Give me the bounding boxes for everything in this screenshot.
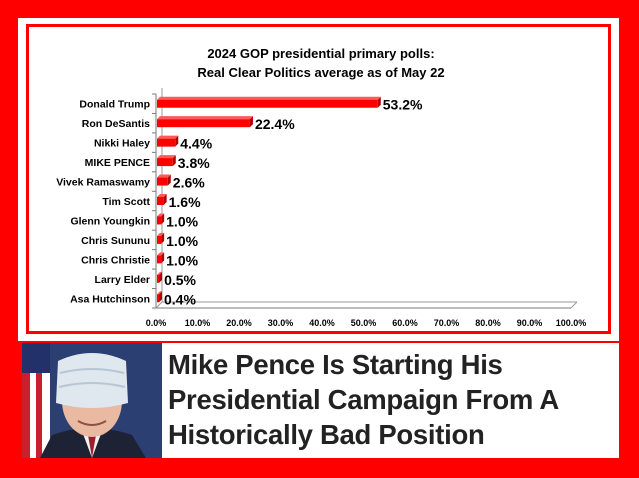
- x-tick-label: 0.0%: [146, 318, 167, 328]
- article-headline[interactable]: Mike Pence Is Starting His Presidential …: [168, 349, 558, 450]
- bar: [157, 158, 173, 167]
- x-tick-label: 40.0%: [309, 318, 335, 328]
- bar: [157, 119, 250, 128]
- value-label: 0.5%: [164, 272, 196, 288]
- bar-side: [175, 135, 179, 147]
- bar-top: [157, 213, 165, 217]
- bar: [157, 177, 168, 186]
- value-label: 22.4%: [255, 116, 295, 132]
- bar-side: [249, 116, 253, 128]
- category-labels: Donald Trump Ron DeSantis Nikki Haley MIKE …: [56, 99, 150, 306]
- x-tick-label: 10.0%: [185, 318, 211, 328]
- value-label: 4.4%: [180, 136, 212, 152]
- chart-svg: 2024 GOP presidential primary polls: Rea…: [56, 46, 587, 328]
- bar-top: [157, 271, 163, 275]
- x-tick-labels: 0.0% 10.0% 20.0% 30.0% 40.0% 50.0% 60.0% 70.0% 8…: [146, 318, 587, 328]
- bar: [157, 274, 160, 283]
- category-label: Glenn Youngkin: [70, 215, 150, 227]
- category-label: Nikki Haley: [94, 138, 150, 150]
- category-label: Vivek Ramaswamy: [56, 177, 150, 189]
- x-tick-label: 90.0%: [517, 318, 543, 328]
- value-labels: 53.2% 22.4% 4.4% 3.8% 2.6% 1.6% 1.0% 1.0% 1.0% 0.…: [164, 97, 423, 308]
- category-label: Chris Sununu: [81, 235, 150, 247]
- category-label: Asa Hutchinson: [70, 293, 150, 305]
- bar-side: [161, 213, 165, 225]
- x-tick-label: 100.0%: [556, 318, 587, 328]
- bar: [157, 216, 162, 225]
- x-tick-label: 30.0%: [268, 318, 294, 328]
- chart-panel: 2024 GOP presidential primary polls: Rea…: [18, 18, 619, 341]
- value-label: 1.0%: [166, 233, 198, 249]
- bar-side: [161, 252, 165, 264]
- article-card[interactable]: Mike Pence Is Starting His Presidential …: [22, 343, 619, 458]
- value-label: 2.6%: [173, 175, 205, 191]
- bar-side: [159, 271, 163, 283]
- bar-top: [157, 116, 253, 120]
- article-photo: [22, 343, 162, 458]
- bar-side: [167, 174, 171, 186]
- bar: [157, 99, 378, 108]
- axis-floor-side: [570, 301, 578, 309]
- bar-top: [157, 174, 171, 178]
- x-tick-label: 70.0%: [434, 318, 460, 328]
- bar-top: [157, 135, 179, 139]
- x-tick-label: 60.0%: [392, 318, 418, 328]
- bar: [157, 294, 159, 303]
- value-label: 53.2%: [383, 97, 423, 113]
- bar: [157, 255, 162, 264]
- bar-side: [377, 96, 381, 108]
- bar-top: [157, 291, 162, 295]
- value-label: 3.8%: [178, 155, 210, 171]
- bar: [157, 138, 176, 147]
- category-label: Ron DeSantis: [82, 118, 150, 130]
- x-tick-label: 80.0%: [475, 318, 501, 328]
- value-label: 1.6%: [169, 194, 201, 210]
- value-label: 1.0%: [166, 213, 198, 229]
- category-label: Larry Elder: [95, 274, 150, 286]
- category-label: MIKE PENCE: [85, 157, 150, 169]
- person-photo-image: [22, 343, 162, 458]
- bar-side: [159, 291, 162, 303]
- category-label: Tim Scott: [102, 196, 150, 208]
- bar-top: [157, 96, 381, 100]
- bar-top: [157, 194, 167, 197]
- bar-side: [163, 194, 167, 205]
- bar-side: [172, 155, 176, 167]
- chart-title-line-1: 2024 GOP presidential primary polls:: [207, 46, 434, 61]
- x-tick-label: 20.0%: [226, 318, 252, 328]
- chart-frame: [26, 24, 611, 334]
- chart-title-line-2: Real Clear Politics average as of May 22: [197, 65, 444, 80]
- chart-bars: [157, 96, 381, 303]
- x-tick-label: 50.0%: [351, 318, 377, 328]
- category-label: Chris Christie: [81, 254, 150, 266]
- bar-top: [157, 155, 176, 159]
- bar-side: [161, 232, 165, 244]
- bar: [157, 197, 164, 205]
- bar-top: [157, 232, 165, 236]
- bar: [157, 235, 162, 244]
- value-label: 0.4%: [164, 291, 196, 307]
- category-label: Donald Trump: [79, 99, 150, 111]
- bar-top: [157, 252, 165, 256]
- value-label: 1.0%: [166, 252, 198, 268]
